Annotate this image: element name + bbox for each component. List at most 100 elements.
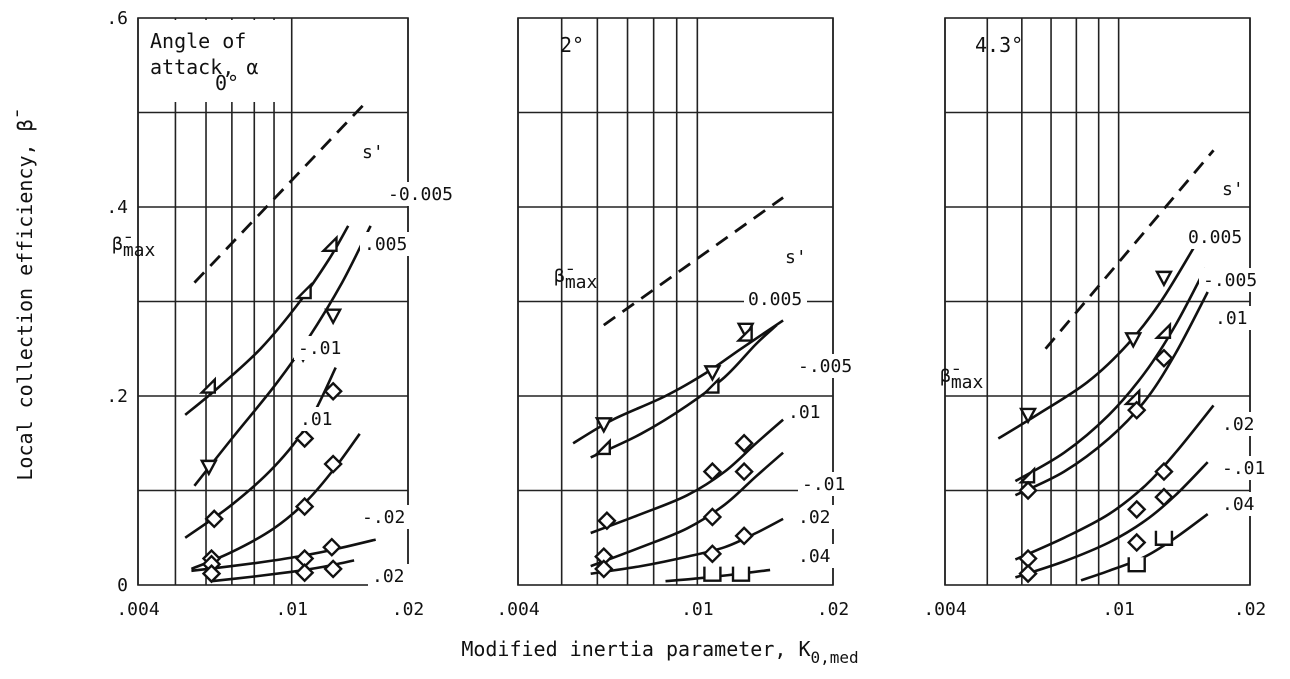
data-point-diamond — [702, 507, 723, 527]
data-point-diamond — [597, 511, 617, 531]
beta-max-label: β̄max — [554, 266, 598, 293]
beta-max-line — [602, 196, 784, 327]
s-header: s' — [785, 247, 807, 268]
s-header: s' — [362, 142, 384, 163]
series-label-bg — [294, 336, 346, 360]
data-point-diamond — [702, 461, 723, 482]
series-line — [590, 418, 784, 535]
data-point-diamond — [204, 509, 224, 529]
series-label-bg — [794, 544, 835, 568]
data-point-triangle — [324, 308, 343, 326]
series-label-bg — [1218, 412, 1259, 436]
series-label: .01 — [300, 409, 333, 430]
series-label: 0.005 — [748, 289, 802, 310]
panel-title-line: Angle of — [150, 29, 246, 53]
series-label: .04 — [798, 546, 831, 567]
beta-max-line — [1044, 149, 1215, 350]
angle-label: 0° — [215, 71, 239, 95]
data-point-diamond — [323, 381, 343, 401]
s-header: s' — [1222, 179, 1244, 200]
data-point-square — [1127, 557, 1146, 573]
series-label: .01 — [788, 402, 821, 423]
data-point-diamond — [323, 454, 343, 474]
x-axis-title-subscript: 0,med — [811, 648, 859, 667]
data-point-diamond — [734, 461, 754, 482]
series-label: -.005 — [798, 356, 852, 377]
x-tick-label: .01 — [1102, 599, 1135, 620]
series-label: .02 — [1222, 414, 1255, 435]
series-label: 0.005 — [1188, 227, 1242, 248]
y-tick-label: .2 — [106, 386, 128, 407]
panel-3: .004 .01 .02 β̄max 4.3° s' 0.005 -.005 .01 .02 -.0… — [923, 17, 1270, 620]
data-point-triangle — [294, 282, 312, 300]
series-line — [1014, 267, 1207, 483]
data-point-triangle — [703, 365, 722, 382]
data-point-diamond — [322, 537, 342, 557]
series-label: .01 — [1215, 308, 1248, 329]
beta-max-label: β̄max — [112, 234, 156, 261]
series-label-bg — [384, 182, 458, 206]
data-point-diamond — [294, 428, 315, 449]
series-label-bg — [1211, 306, 1252, 330]
data-point-triangle — [1154, 321, 1172, 339]
angle-label: 4.3° — [975, 33, 1023, 57]
beta-max-subscript: max — [565, 272, 598, 293]
data-point-diamond — [1127, 499, 1147, 520]
data-point-diamond — [1154, 487, 1174, 507]
beta-max-subscript: max — [123, 240, 156, 261]
x-tick-label: .02 — [817, 599, 850, 620]
x-tick-label: .004 — [923, 599, 966, 620]
series-label-bg — [794, 505, 835, 529]
series-label-bg — [794, 354, 857, 378]
panel-2: .004 .01 .02 β̄max 2° s' 0.005 -.005 .01 -.01 .02.… — [496, 17, 857, 620]
series-label: .04 — [1222, 494, 1255, 515]
plot-frame — [137, 17, 409, 586]
x-axis-title-main: Modified inertia parameter, K — [461, 637, 810, 661]
y-tick-label: 0 — [117, 575, 128, 596]
data-point-diamond — [734, 433, 754, 453]
series-label-bg — [1184, 225, 1247, 249]
series-label: .005 — [364, 234, 407, 255]
series-line — [1015, 461, 1209, 579]
series-label-bg — [358, 505, 410, 529]
title-box-bg — [140, 20, 285, 102]
data-point-triangle — [593, 438, 611, 456]
y-axis-title: Local collection efficiency, β̄ — [13, 110, 37, 480]
x-tick-label: .02 — [1234, 599, 1267, 620]
series-line — [590, 451, 784, 568]
data-point-diamond — [1127, 532, 1147, 553]
series-label-bg — [784, 400, 825, 424]
data-point-triangle — [199, 459, 218, 477]
plot-frame — [517, 17, 834, 586]
series-label: -.005 — [1203, 270, 1257, 291]
data-point-diamond — [294, 563, 315, 583]
series-label: .02 — [372, 566, 405, 587]
series-line — [184, 225, 350, 416]
plot-frame — [944, 17, 1251, 586]
series-line — [1014, 404, 1215, 561]
data-point-diamond — [323, 559, 343, 579]
data-point-diamond — [1018, 563, 1038, 584]
y-tick-label: .4 — [106, 197, 128, 218]
series-line — [1014, 291, 1209, 497]
data-point-square — [703, 566, 722, 582]
data-point-diamond — [734, 526, 754, 546]
x-axis-title: Modified inertia parameter, K0,med — [461, 637, 858, 667]
x-tick-label: .004 — [116, 599, 159, 620]
x-tick-label: .02 — [392, 599, 425, 620]
data-point-triangle — [594, 417, 613, 434]
series-label: -0.005 — [388, 184, 453, 205]
data-point-diamond — [1154, 348, 1174, 368]
data-point-square — [731, 566, 751, 582]
series-label-bg — [744, 287, 807, 311]
x-tick-label: .01 — [275, 599, 308, 620]
x-tick-label: .01 — [681, 599, 714, 620]
beta-max-subscript: max — [951, 372, 984, 393]
data-point-diamond — [201, 563, 222, 584]
data-point-diamond — [1154, 461, 1174, 482]
data-point-triangle — [702, 376, 720, 394]
beta-max-label: β̄max — [940, 366, 984, 393]
series-label-bg — [798, 472, 850, 496]
